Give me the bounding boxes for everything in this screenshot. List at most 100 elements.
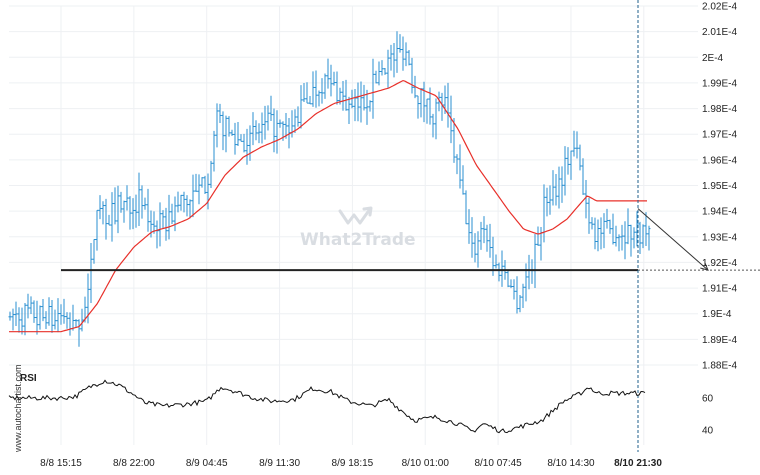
price-bar bbox=[467, 209, 471, 244]
price-bar bbox=[230, 129, 234, 136]
price-bar bbox=[26, 293, 30, 319]
price-bar bbox=[644, 212, 648, 246]
price-tick-label: 2.02E-4 bbox=[702, 2, 737, 13]
price-bar bbox=[302, 83, 306, 102]
price-bar bbox=[113, 187, 117, 225]
price-bar bbox=[578, 144, 582, 171]
price-bar bbox=[617, 234, 621, 252]
price-bar bbox=[107, 214, 111, 226]
time-tick-label: 8/10 21:30 bbox=[614, 458, 662, 469]
price-bar bbox=[155, 220, 159, 249]
price-bar bbox=[647, 225, 651, 251]
price-bar bbox=[458, 144, 462, 189]
price-bar bbox=[362, 84, 366, 111]
price-bar bbox=[473, 233, 477, 263]
price-bar bbox=[179, 194, 183, 211]
price-bar bbox=[332, 71, 336, 86]
price-bar bbox=[539, 227, 543, 261]
price-bar bbox=[8, 311, 12, 321]
price-bar bbox=[497, 262, 501, 282]
levels bbox=[61, 0, 760, 452]
price-bar bbox=[314, 70, 318, 108]
price-bar bbox=[326, 58, 330, 89]
price-bar bbox=[206, 173, 210, 210]
price-bar bbox=[275, 110, 279, 154]
price-bar bbox=[329, 64, 333, 97]
price-tick-label: 1.9E-4 bbox=[702, 309, 732, 320]
price-bar bbox=[545, 187, 549, 217]
rsi-line bbox=[8, 379, 646, 434]
price-bar bbox=[170, 203, 174, 225]
price-bar bbox=[77, 319, 81, 347]
price-bar bbox=[530, 259, 534, 284]
price-bar bbox=[227, 116, 231, 137]
price-bar bbox=[485, 224, 489, 252]
price-bar bbox=[425, 98, 429, 124]
projection-line bbox=[637, 208, 709, 271]
price-bar bbox=[266, 105, 270, 131]
price-bar bbox=[197, 174, 201, 205]
price-tick-label: 1.96E-4 bbox=[702, 155, 737, 166]
price-bar bbox=[323, 73, 327, 99]
price-bar bbox=[431, 113, 435, 138]
price-bar bbox=[317, 90, 321, 107]
price-bar bbox=[68, 312, 72, 336]
price-bar bbox=[35, 300, 39, 335]
price-bar bbox=[605, 208, 609, 229]
price-bar bbox=[470, 217, 474, 258]
price-bar bbox=[239, 134, 243, 142]
price-bar bbox=[560, 166, 564, 203]
price-bar bbox=[164, 207, 168, 241]
price-bar bbox=[185, 195, 189, 217]
price-bar bbox=[344, 79, 348, 111]
price-bar bbox=[320, 78, 324, 104]
price-bar bbox=[200, 177, 204, 188]
price-bar bbox=[587, 197, 591, 234]
time-axis: 8/8 15:15 8/8 22:00 8/9 04:45 8/9 11:30 8/9 … bbox=[40, 458, 662, 469]
price-bar bbox=[89, 242, 93, 304]
price-bar bbox=[515, 276, 519, 314]
price-bar bbox=[98, 195, 102, 220]
price-bar bbox=[224, 115, 228, 153]
price-bar bbox=[551, 170, 555, 206]
price-bar bbox=[620, 224, 624, 251]
price-bar bbox=[359, 81, 363, 123]
price-bar bbox=[119, 191, 123, 213]
price-bar bbox=[527, 254, 531, 290]
time-tick-label: 8/8 22:00 bbox=[113, 458, 155, 469]
price-bar bbox=[176, 191, 180, 213]
price-bar bbox=[596, 219, 600, 252]
price-bar bbox=[188, 199, 192, 219]
price-bar bbox=[599, 217, 603, 250]
time-tick-label: 8/9 18:15 bbox=[332, 458, 374, 469]
price-bar bbox=[203, 175, 207, 194]
price-bar bbox=[398, 34, 402, 53]
price-bar bbox=[92, 239, 96, 264]
price-bar bbox=[299, 85, 303, 129]
price-bar bbox=[407, 49, 411, 66]
rsi-panel: RSI 60 40 bbox=[8, 373, 714, 437]
price-bar bbox=[158, 202, 162, 247]
price-bar bbox=[308, 95, 312, 105]
price-bar bbox=[110, 192, 114, 242]
price-bar bbox=[14, 301, 18, 326]
price-bar bbox=[50, 299, 54, 333]
price-bar bbox=[584, 179, 588, 219]
price-bar bbox=[104, 198, 108, 240]
price-bar bbox=[44, 311, 48, 330]
price-bar bbox=[479, 221, 483, 250]
price-bar bbox=[524, 263, 528, 302]
price-bar bbox=[392, 42, 396, 78]
price-tick-label: 1.98E-4 bbox=[702, 104, 737, 115]
watermark-logo-icon bbox=[338, 206, 373, 225]
price-bar bbox=[80, 308, 84, 332]
price-bar bbox=[152, 211, 156, 234]
price-bar bbox=[254, 120, 258, 141]
price-bar bbox=[65, 312, 69, 329]
price-bar bbox=[374, 70, 378, 84]
price-bar bbox=[134, 194, 138, 228]
price-bar bbox=[245, 128, 249, 165]
time-tick-label: 8/10 01:00 bbox=[402, 458, 450, 469]
price-bar bbox=[128, 196, 132, 230]
